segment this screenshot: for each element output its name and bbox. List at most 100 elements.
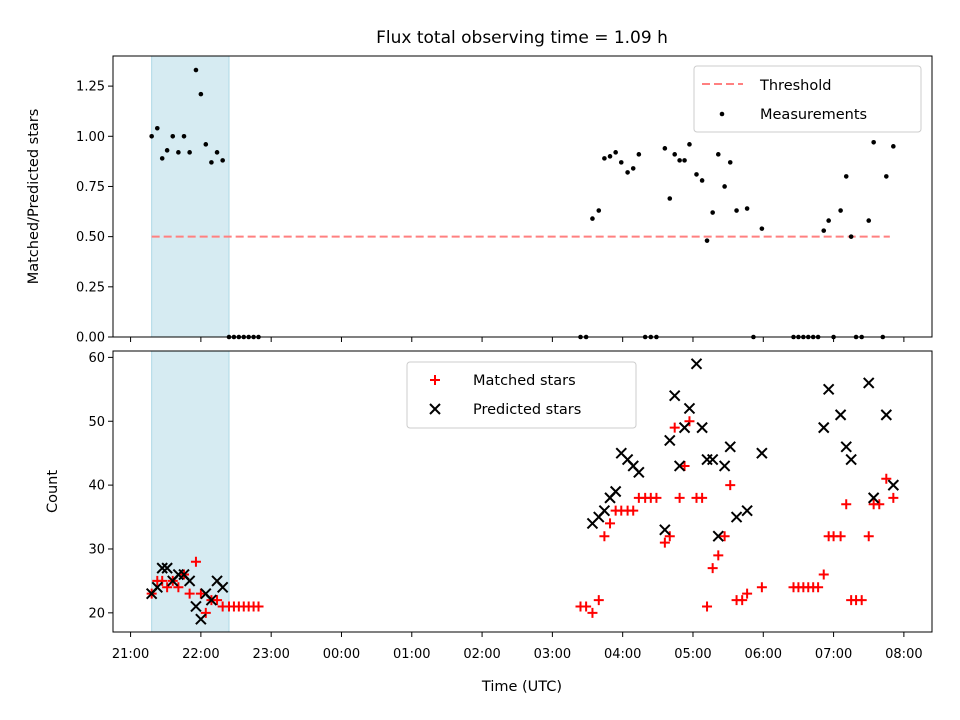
measurement-point: [170, 133, 176, 139]
measurement-point: [590, 216, 595, 221]
predicted-star-point: [822, 383, 835, 396]
matched-star-point: [587, 607, 598, 618]
count-xtick-label: 04:00: [604, 647, 641, 662]
count-xtick-label: 08:00: [885, 647, 922, 662]
measurement-point: [727, 160, 733, 165]
count-xtick-label: 01:00: [393, 647, 430, 662]
measurement-point: [159, 156, 165, 161]
count-ytick-label: 20: [88, 606, 105, 621]
measurement-point: [843, 174, 849, 179]
predicted-star-point: [633, 466, 645, 479]
measurement-point: [871, 140, 876, 145]
matched-star-point: [679, 460, 690, 471]
predicted-star-point: [718, 460, 731, 472]
measurement-point: [596, 208, 602, 213]
predicted-star-point: [161, 562, 173, 574]
matched-star-point: [664, 531, 675, 542]
ratio-legend-box: [693, 65, 922, 133]
predicted-star-point: [690, 358, 703, 370]
chart-title: Flux total observing time = 1.09 h: [376, 28, 668, 48]
matched-star-point: [702, 601, 713, 612]
matched-star-point: [684, 416, 695, 427]
legend-threshold-label: Threshold: [759, 78, 831, 94]
legend-predicted-swatch: [429, 403, 441, 415]
predicted-star-point: [712, 530, 724, 542]
ratio-ytick-label: 0.50: [76, 230, 105, 245]
predicted-star-point: [730, 511, 743, 523]
measurement-point: [715, 152, 721, 157]
matched-star-point: [713, 550, 724, 561]
matched-star-point: [813, 582, 824, 593]
count-legend: Matched stars Predicted stars: [406, 361, 637, 429]
count-ytick-label: 60: [88, 351, 105, 366]
count-ytick-label: 40: [88, 479, 105, 494]
predicted-star-point: [683, 402, 696, 415]
measurement-point: [662, 146, 668, 151]
measurement-point: [744, 206, 750, 211]
matched-star-point: [674, 492, 685, 503]
matched-star-point: [605, 518, 616, 529]
measurement-point: [866, 218, 872, 223]
matched-star-point: [737, 595, 748, 606]
matched-star-point: [742, 588, 753, 599]
ratio-panel-frame: [112, 55, 933, 338]
count-points: [145, 358, 900, 625]
ratio-ytick-label: 0.75: [76, 180, 105, 195]
legend-predicted-label: Predicted stars: [473, 402, 581, 418]
matched-star-point: [719, 531, 730, 542]
predicted-star-point: [609, 485, 622, 498]
count-xtick-label: 21:00: [112, 647, 149, 662]
matched-star-point: [888, 492, 899, 503]
matched-star-point: [835, 531, 846, 542]
count-xtick-label: 06:00: [745, 647, 782, 662]
predicted-star-point: [756, 447, 768, 459]
predicted-star-point: [845, 453, 857, 466]
ratio-ytick-label: 0.25: [76, 280, 105, 295]
matched-star-point: [863, 531, 874, 542]
ratio-ytick-label: 1.25: [76, 80, 105, 95]
ratio-legend: Threshold Measurements: [693, 65, 922, 133]
predicted-star-point: [887, 479, 900, 491]
measurement-point: [884, 174, 889, 179]
matched-star-point: [593, 595, 604, 606]
count-ytick-label: 50: [88, 415, 105, 430]
measurement-point: [618, 160, 624, 165]
ratio-ytick-label: 1.00: [76, 130, 105, 145]
predicted-star-point: [880, 409, 893, 421]
legend-matched-swatch: [430, 375, 440, 385]
matched-star-point: [818, 569, 829, 580]
ratio-panel-highlight-span: [151, 55, 230, 338]
legend-predicted-marker: [429, 403, 441, 415]
measurement-point: [838, 208, 843, 213]
measurement-point: [198, 91, 204, 97]
measurement-point: [722, 184, 727, 189]
measurement-point: [704, 238, 710, 243]
matched-star-point: [841, 499, 852, 510]
measurement-point: [694, 172, 699, 177]
count-panel-frame: [112, 350, 933, 633]
predicted-star-point: [195, 613, 207, 625]
matched-star-point: [881, 473, 892, 484]
predicted-star-point: [183, 575, 196, 587]
measurement-point: [699, 178, 705, 183]
matched-star-point: [659, 537, 670, 548]
predicted-star-point: [818, 421, 830, 434]
predicted-star-point: [673, 460, 686, 472]
legend-matched-marker: [430, 375, 440, 385]
predicted-star-point: [668, 389, 681, 402]
measurement-point: [176, 150, 181, 155]
measurement-point: [149, 133, 154, 139]
predicted-star-point: [190, 600, 202, 613]
measurement-point: [613, 150, 618, 155]
legend-measurements-label: Measurements: [760, 107, 867, 123]
matched-star-point: [651, 492, 662, 503]
count-panel-x-ticks: 21:00 22:00 23:00 00:00 01:00 02:00 03:00 04:00…: [112, 632, 923, 662]
measurement-point: [759, 226, 765, 231]
predicted-star-point: [659, 524, 671, 536]
measurement-point: [154, 125, 160, 131]
predicted-star-point: [151, 581, 163, 594]
matched-star-point: [157, 575, 168, 586]
predicted-star-point: [706, 453, 719, 466]
measurement-point: [821, 228, 827, 233]
